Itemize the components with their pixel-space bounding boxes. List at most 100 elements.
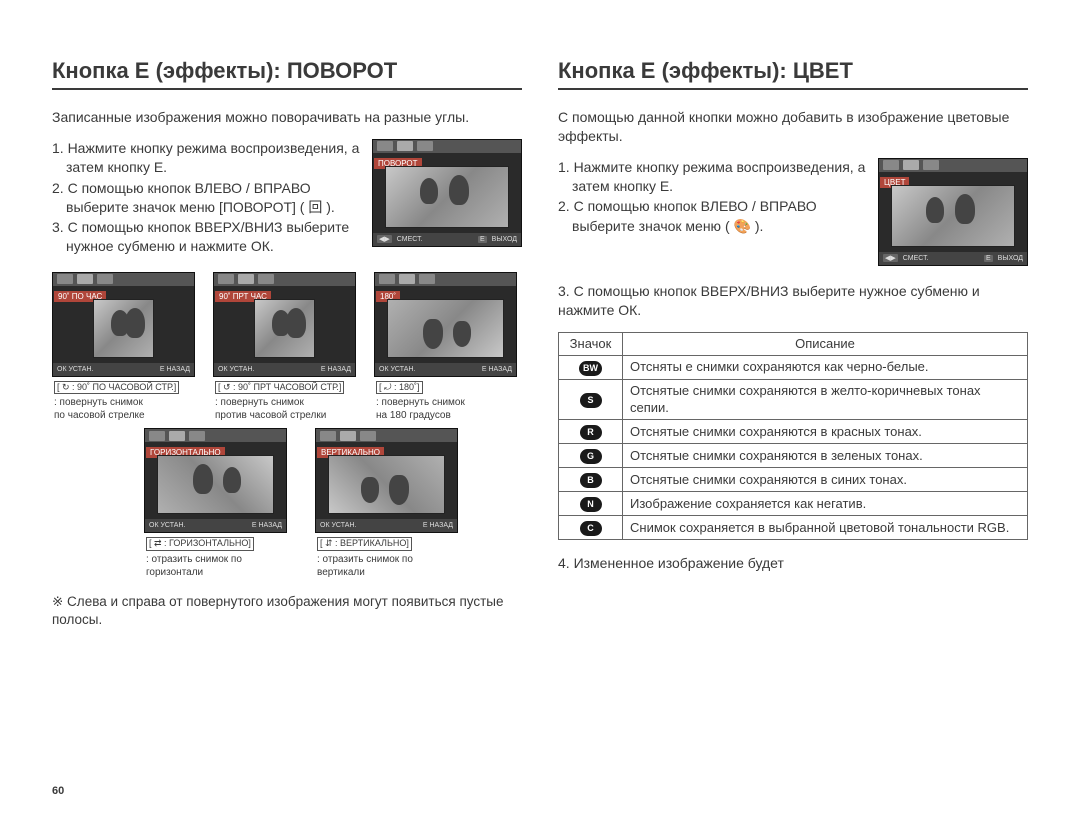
mini-bottom-text: ВЫХОД <box>998 255 1023 262</box>
mini-tab-icon <box>903 160 919 170</box>
e-icon: E <box>984 255 993 262</box>
color-desc-cell: Снимок сохраняется в выбранной цветовой … <box>623 516 1028 540</box>
mini-tab-icon <box>417 141 433 151</box>
rotation-item: ГОРИЗОНТАЛЬНО ОК УСТАН.E НАЗАД [ ⇄ : ГОР… <box>144 428 289 579</box>
rot-caption-boxed: [ ⤾ : 180˚] <box>376 381 423 395</box>
rotation-screen: 90˚ ПРТ ЧАС ОК УСТАН.E НАЗАД <box>213 272 356 377</box>
table-header: Значок <box>559 332 623 356</box>
mini-bottom-text: СМЕСТ. <box>397 236 423 243</box>
step: 1. Нажмите кнопку режима воспроизведения… <box>52 139 362 178</box>
mini-bottom-bar: ◀▶ СМЕСТ. E ВЫХОД <box>373 233 521 246</box>
rotation-item: 90˚ ПО ЧАС ОК УСТАН.E НАЗАД [ ↻ : 90˚ ПО… <box>52 272 197 423</box>
color-desc-cell: Отснятые снимки сохраняются в синих тона… <box>623 468 1028 492</box>
right-step3: 3. С помощью кнопок ВВЕРХ/ВНИЗ выберите … <box>558 282 1028 320</box>
right-steps-row: 1. Нажмите кнопку режима воспроизведения… <box>558 158 1028 266</box>
mini-topbar <box>373 140 521 153</box>
table-header: Описание <box>623 332 1028 356</box>
page-content: Кнопка Е (эффекты): ПОВОРОТ Записанные и… <box>52 58 1028 630</box>
mini-tab-icon <box>883 160 899 170</box>
mini-photo <box>891 185 1015 247</box>
table-row: G Отснятые снимки сохраняются в зеленых т… <box>559 444 1028 468</box>
right-intro: С помощью данной кнопки можно добавить в… <box>558 108 1028 146</box>
rot-caption-line: : повернуть снимок <box>54 397 143 408</box>
color-effects-table: Значок Описание BWОтсняты е снимки сохра… <box>558 332 1028 541</box>
color-badge-icon: N <box>580 497 602 512</box>
color-desc-cell: Отснятые снимки сохраняются в желто-кори… <box>623 380 1028 420</box>
color-icon-cell: S <box>559 380 623 420</box>
color-icon-cell: BW <box>559 356 623 380</box>
mini-topbar <box>879 159 1027 172</box>
back-text: E НАЗАД <box>252 522 282 529</box>
rotation-screen: ГОРИЗОНТАЛЬНО ОК УСТАН.E НАЗАД <box>144 428 287 533</box>
rot-caption-line: : отразить снимок по <box>146 554 242 565</box>
right-heading: Кнопка Е (эффекты): ЦВЕТ <box>558 58 1028 90</box>
mini-tab-icon <box>397 141 413 151</box>
e-icon: E <box>478 236 487 243</box>
back-text: E НАЗАД <box>482 366 512 373</box>
back-text: E НАЗАД <box>321 366 351 373</box>
rot-photo <box>328 455 445 514</box>
color-desc-cell: Отснятые снимки сохраняются в зеленых то… <box>623 444 1028 468</box>
rot-caption-boxed: [ ⇄ : ГОРИЗОНТАЛЬНО] <box>146 537 254 551</box>
color-badge-icon: B <box>580 473 602 488</box>
step: 2. С помощью кнопок ВЛЕВО / ВПРАВО выбер… <box>558 197 868 236</box>
rot-caption-line: вертикали <box>317 567 365 578</box>
rot-caption: [ ⇄ : ГОРИЗОНТАЛЬНО] : отразить снимок п… <box>144 537 289 579</box>
rot-caption: [ ↺ : 90˚ ПРТ ЧАСОВОЙ СТР.] : повернуть … <box>213 381 358 423</box>
mini-tab-icon <box>377 141 393 151</box>
color-badge-icon: C <box>580 521 602 536</box>
rot-caption: [ ⇵ : ВЕРТИКАЛЬНО] : отразить снимок по … <box>315 537 460 579</box>
rot-caption-boxed: [ ↺ : 90˚ ПРТ ЧАСОВОЙ СТР.] <box>215 381 344 395</box>
mini-photo <box>385 166 509 228</box>
rotation-row-2: ГОРИЗОНТАЛЬНО ОК УСТАН.E НАЗАД [ ⇄ : ГОР… <box>52 428 522 579</box>
arrows-icon: ◀▶ <box>377 235 392 243</box>
rot-caption-line: против часовой стрелки <box>215 410 326 421</box>
left-column: Кнопка Е (эффекты): ПОВОРОТ Записанные и… <box>52 58 522 630</box>
mini-bottom-text: СМЕСТ. <box>903 255 929 262</box>
rot-caption: [ ⤾ : 180˚] : повернуть снимок на 180 гр… <box>374 381 519 423</box>
rot-caption-line: по часовой стрелке <box>54 410 145 421</box>
ok-text: ОК УСТАН. <box>320 522 356 529</box>
rotation-row-1: 90˚ ПО ЧАС ОК УСТАН.E НАЗАД [ ↻ : 90˚ ПО… <box>52 272 522 423</box>
table-row: SОтснятые снимки сохраняются в желто-кор… <box>559 380 1028 420</box>
rotation-screen: 90˚ ПО ЧАС ОК УСТАН.E НАЗАД <box>52 272 195 377</box>
color-desc-cell: Отсняты е снимки сохраняются как черно-б… <box>623 356 1028 380</box>
rotation-screen: ВЕРТИКАЛЬНО ОК УСТАН.E НАЗАД <box>315 428 458 533</box>
rot-caption-line: : отразить снимок по <box>317 554 413 565</box>
color-icon-cell: R <box>559 420 623 444</box>
right-step4: 4. Измененное изображение будет <box>558 554 1028 573</box>
right-steps: 1. Нажмите кнопку режима воспроизведения… <box>558 158 868 266</box>
table-row: N Изображение сохраняется как негатив. <box>559 492 1028 516</box>
back-text: E НАЗАД <box>423 522 453 529</box>
rot-photo <box>387 299 504 358</box>
left-heading: Кнопка Е (эффекты): ПОВОРОТ <box>52 58 522 90</box>
mini-tab-icon <box>923 160 939 170</box>
right-column: Кнопка Е (эффекты): ЦВЕТ С помощью данно… <box>558 58 1028 630</box>
left-steps: 1. Нажмите кнопку режима воспроизведения… <box>52 139 362 258</box>
rotation-item: 180˚ ОК УСТАН.E НАЗАД [ ⤾ : 180˚] : пове… <box>374 272 519 423</box>
rotation-screen: 180˚ ОК УСТАН.E НАЗАД <box>374 272 517 377</box>
step: 1. Нажмите кнопку режима воспроизведения… <box>558 158 868 197</box>
table-row: B Отснятые снимки сохраняются в синих тон… <box>559 468 1028 492</box>
color-icon-cell: G <box>559 444 623 468</box>
color-icon-cell: B <box>559 468 623 492</box>
mini-bottom-text: ВЫХОД <box>492 236 517 243</box>
rot-photo <box>157 455 274 514</box>
left-intro: Записанные изображения можно поворачиват… <box>52 108 522 127</box>
color-desc-cell: Изображение сохраняется как негатив. <box>623 492 1028 516</box>
ok-text: ОК УСТАН. <box>218 366 254 373</box>
color-icon-cell: C <box>559 516 623 540</box>
left-steps-row: 1. Нажмите кнопку режима воспроизведения… <box>52 139 522 258</box>
step: 2. С помощью кнопок ВЛЕВО / ВПРАВО выбер… <box>52 179 362 218</box>
table-row: C Снимок сохраняется в выбранной цветовой… <box>559 516 1028 540</box>
rot-caption-line: на 180 градусов <box>376 410 451 421</box>
color-badge-icon: G <box>580 449 602 464</box>
table-row: RОтснятые снимки сохраняются в красных т… <box>559 420 1028 444</box>
table-header-row: Значок Описание <box>559 332 1028 356</box>
rot-caption: [ ↻ : 90˚ ПО ЧАСОВОЙ СТР.] : повернуть с… <box>52 381 197 423</box>
color-mini-screen: ЦВЕТ ◀▶ СМЕСТ. E ВЫХОД <box>878 158 1028 266</box>
rotation-item: 90˚ ПРТ ЧАС ОК УСТАН.E НАЗАД [ ↺ : 90˚ П… <box>213 272 358 423</box>
step: 3. С помощью кнопок ВВЕРХ/ВНИЗ выберите … <box>52 218 362 257</box>
rot-photo <box>254 299 315 358</box>
mini-bottom-bar: ◀▶ СМЕСТ. E ВЫХОД <box>879 252 1027 265</box>
